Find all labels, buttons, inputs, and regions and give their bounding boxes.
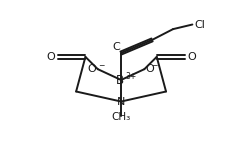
Text: O: O	[146, 64, 155, 74]
Text: −: −	[99, 61, 105, 70]
Text: Cl: Cl	[195, 20, 205, 30]
Text: O: O	[46, 52, 55, 62]
Text: −: −	[123, 45, 130, 54]
Text: N: N	[117, 97, 125, 106]
Text: B: B	[116, 74, 124, 87]
Text: CH₃: CH₃	[111, 112, 131, 122]
Text: −: −	[151, 61, 158, 70]
Text: C: C	[113, 42, 120, 52]
Text: O: O	[87, 64, 96, 74]
Text: 3+: 3+	[125, 72, 136, 81]
Text: O: O	[187, 52, 196, 62]
